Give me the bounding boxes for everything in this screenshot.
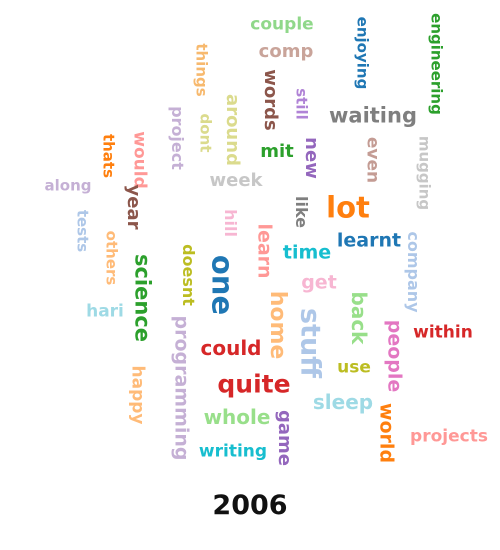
word: along (44, 176, 92, 195)
word: others (102, 230, 121, 286)
word: mit (260, 141, 294, 162)
word: project (168, 106, 187, 170)
word: year (123, 184, 144, 230)
word: engineering (427, 13, 446, 115)
word: get (301, 271, 337, 294)
word-cloud: couple comp enjoying engineering things … (44, 13, 488, 466)
word: one (205, 254, 240, 316)
word: hari (86, 301, 124, 322)
word: stuff (294, 307, 326, 379)
word: tests (73, 209, 92, 253)
word: would (129, 131, 150, 189)
word: dont (196, 113, 215, 153)
word: happy (127, 365, 148, 425)
word: learn (253, 223, 276, 279)
word: learnt (336, 229, 402, 252)
word: waiting (329, 103, 417, 128)
word: back (347, 291, 371, 345)
word: hill (221, 209, 240, 237)
word: couple (250, 14, 314, 35)
word: use (337, 357, 371, 378)
word: world (375, 402, 398, 464)
word: mugging (415, 135, 434, 211)
word: enjoying (353, 16, 372, 90)
word: lot (326, 190, 370, 225)
word: week (209, 170, 263, 191)
word: company (404, 231, 423, 313)
word: quite (217, 369, 291, 399)
word: doesnt (179, 244, 198, 306)
word: new (301, 137, 322, 179)
word: around (222, 94, 243, 166)
word: projects (410, 426, 488, 447)
year-label: 2006 (212, 490, 288, 521)
word: time (282, 241, 332, 264)
word: people (383, 319, 406, 393)
word: even (362, 136, 383, 184)
word: things (192, 43, 211, 97)
word: could (200, 336, 262, 360)
word: game (274, 410, 295, 466)
word: programming (170, 315, 193, 461)
word: sleep (312, 390, 374, 414)
word: thats (99, 133, 118, 179)
word: science (130, 253, 155, 343)
word: writing (198, 441, 268, 462)
word: home (265, 290, 290, 360)
word: within (413, 322, 473, 343)
word: like (292, 195, 311, 229)
word: words (260, 69, 281, 131)
word: still (292, 88, 311, 120)
word: comp (258, 41, 314, 62)
word: whole (203, 405, 271, 429)
